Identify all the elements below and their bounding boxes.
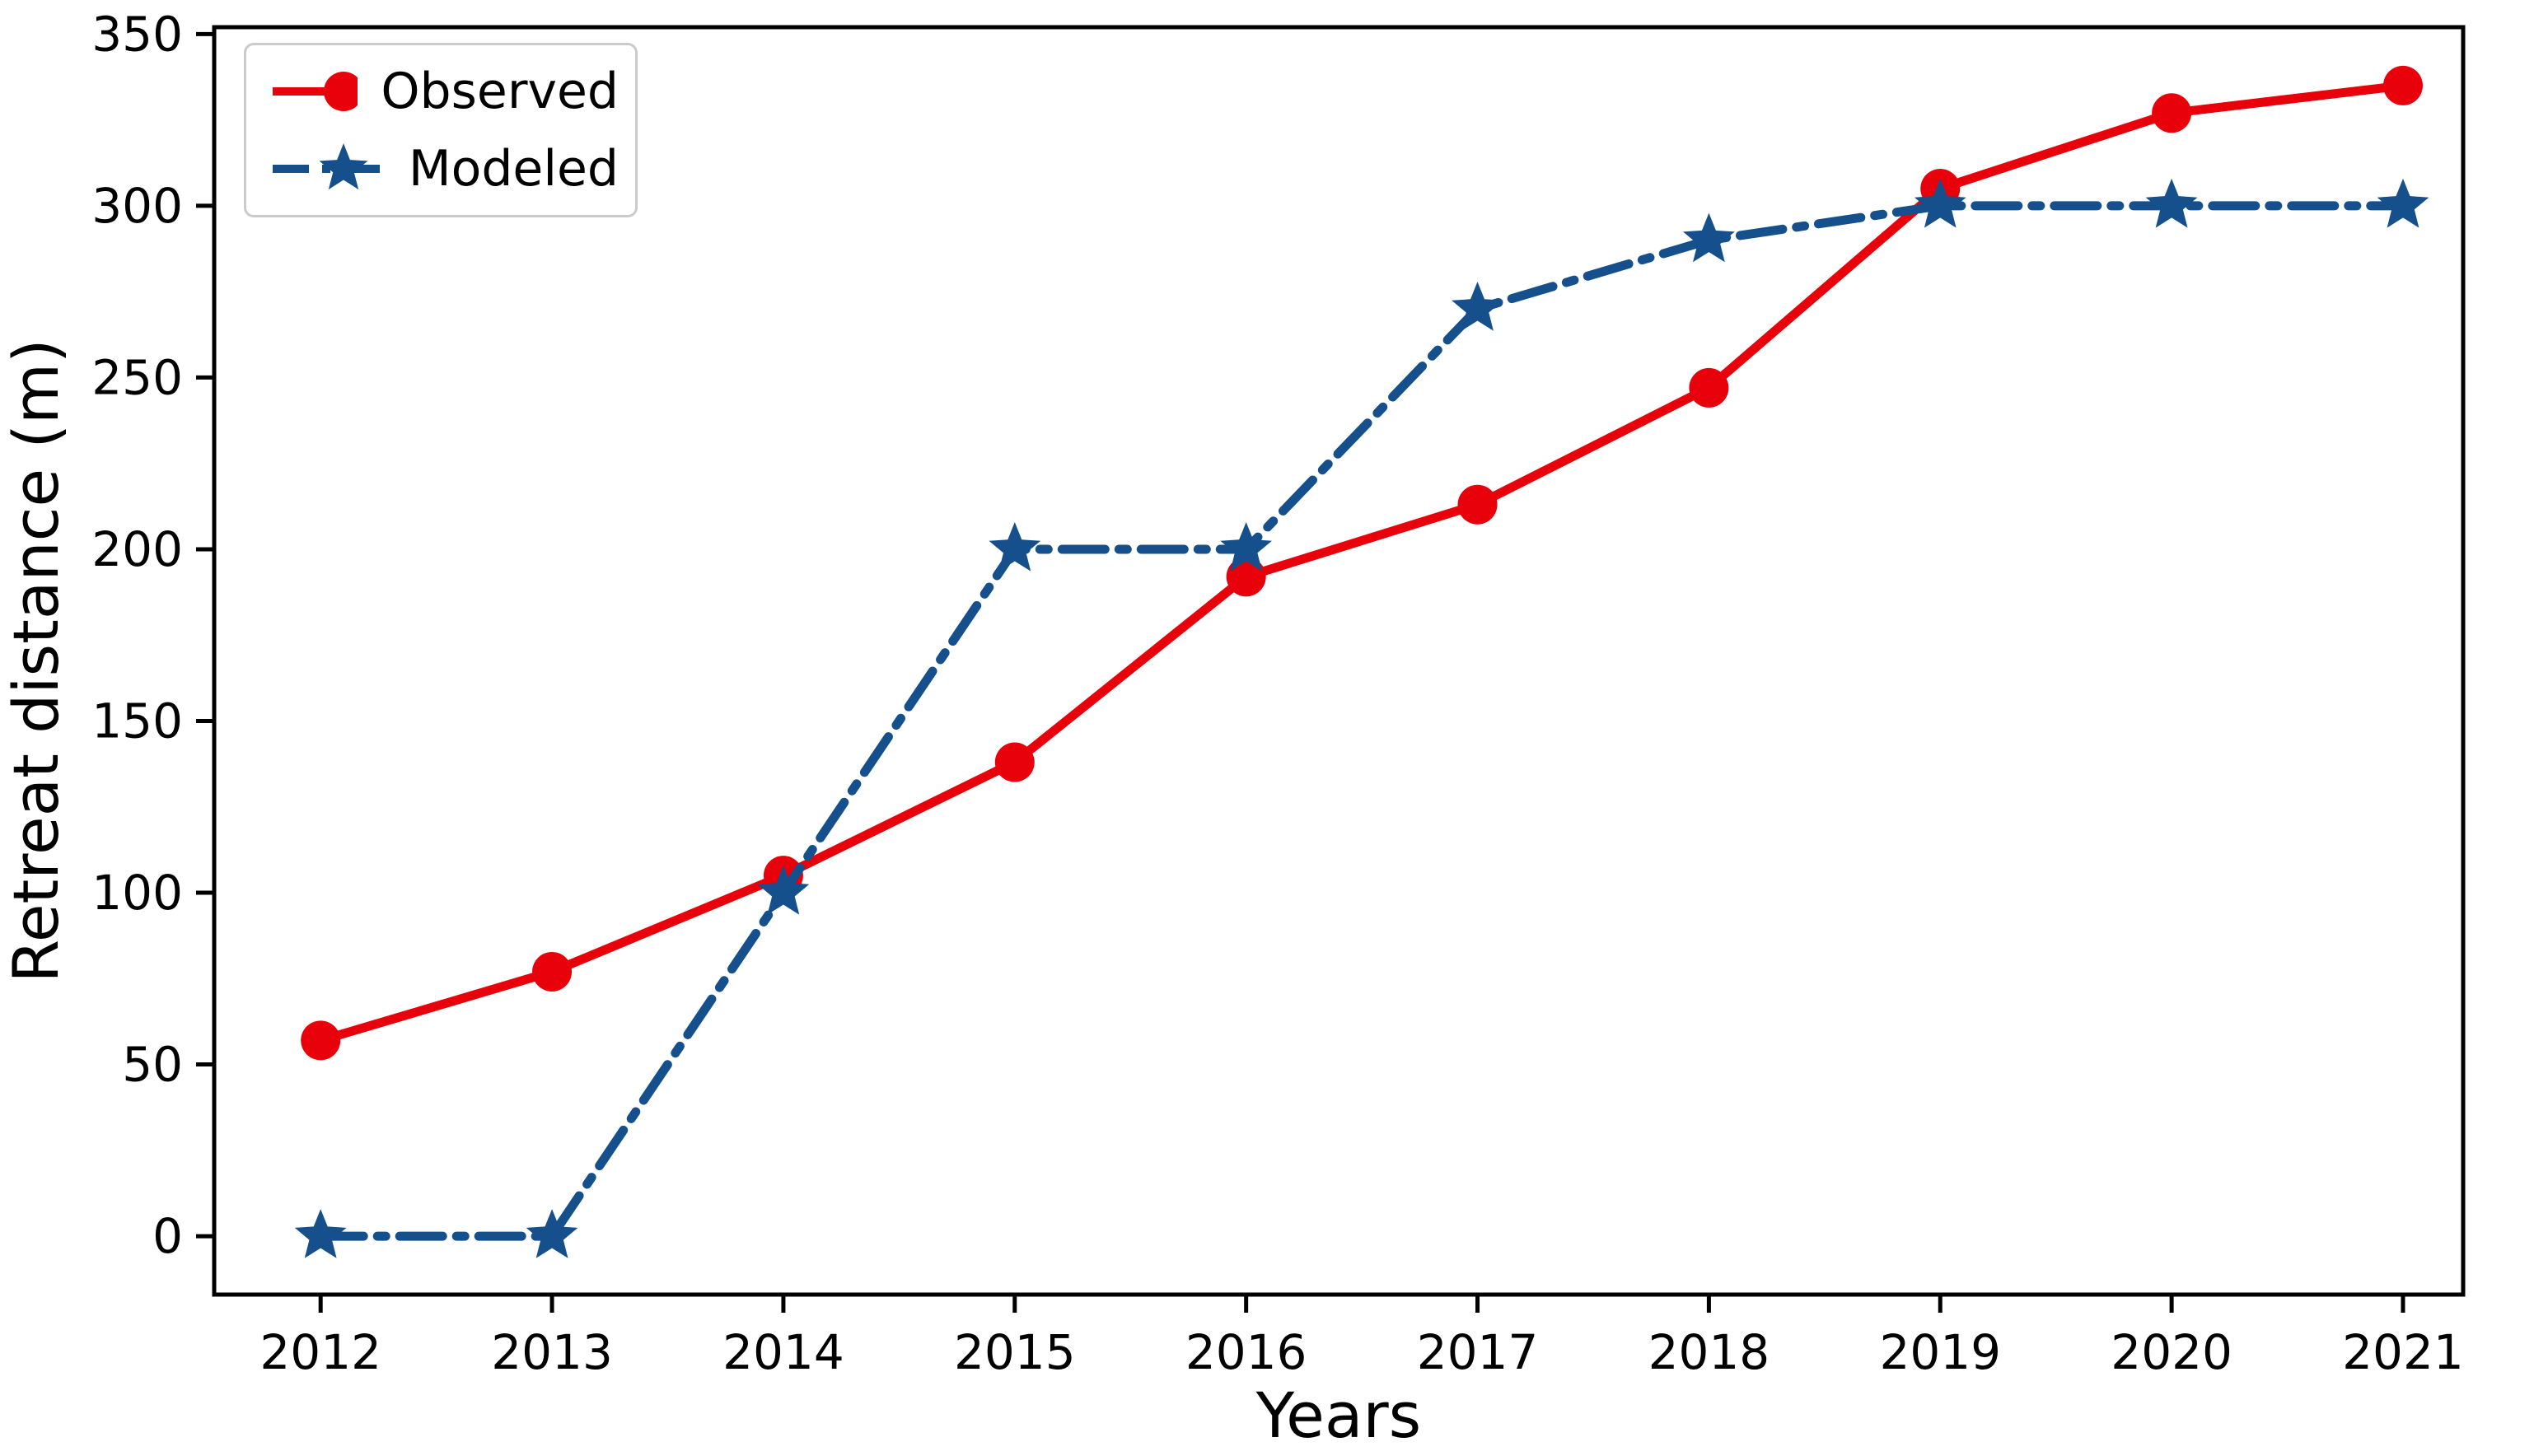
observed-marker-2021 xyxy=(2382,65,2423,105)
legend-sample-observed xyxy=(273,72,358,111)
modeled-marker-2015 xyxy=(989,522,1041,572)
observed-marker-2020 xyxy=(2152,93,2192,133)
modeled-marker-2020 xyxy=(2145,178,2198,228)
observed-marker-2012 xyxy=(301,1020,341,1061)
legend-item-modeled: Modeled xyxy=(268,134,619,203)
legend-modeled-star-marker-icon xyxy=(319,143,368,190)
legend-label-modeled: Modeled xyxy=(408,140,619,198)
x-tick-label-2020: 2020 xyxy=(2111,1324,2232,1380)
x-tick-label-2015: 2015 xyxy=(954,1324,1076,1380)
y-tick-label-350: 350 xyxy=(91,6,183,62)
x-tick-label-2012: 2012 xyxy=(259,1324,381,1380)
x-axis-label: Years xyxy=(1255,1379,1422,1452)
x-tick-label-2016: 2016 xyxy=(1185,1324,1307,1380)
modeled-marker-2017 xyxy=(1452,282,1503,331)
modeled-marker-2012 xyxy=(294,1209,347,1258)
observed-marker-2017 xyxy=(1457,484,1498,525)
modeled-marker-2016 xyxy=(1220,522,1272,572)
x-tick-label-2017: 2017 xyxy=(1417,1324,1539,1380)
modeled-marker-2018 xyxy=(1683,212,1735,263)
y-tick-label-250: 250 xyxy=(91,349,183,405)
observed-marker-2018 xyxy=(1689,367,1729,408)
x-tick-label-2021: 2021 xyxy=(2342,1324,2464,1380)
x-tick-label-2019: 2019 xyxy=(1879,1324,2001,1380)
legend-item-observed: Observed xyxy=(268,57,619,126)
y-axis-label: Retreat distance (m) xyxy=(0,338,72,982)
axes-spines xyxy=(212,25,2466,1297)
modeled-series-line xyxy=(316,201,2408,1241)
x-tick-label-2014: 2014 xyxy=(722,1324,844,1380)
observed-series-line xyxy=(316,81,2408,1045)
legend: Observed Modeled xyxy=(244,43,638,217)
y-tick-label-150: 150 xyxy=(91,693,183,749)
modeled-marker-2019 xyxy=(1914,178,1966,228)
observed-marker-2015 xyxy=(994,742,1035,782)
y-tick-label-200: 200 xyxy=(91,521,183,577)
x-tick-label-2013: 2013 xyxy=(491,1324,613,1380)
y-tick-label-100: 100 xyxy=(91,865,183,921)
legend-label-observed: Observed xyxy=(381,63,619,120)
legend-observed-circle-marker-icon xyxy=(324,72,358,111)
observed-marker-2013 xyxy=(532,951,573,992)
y-tick-label-300: 300 xyxy=(91,178,183,234)
legend-sample-modeled xyxy=(273,143,386,190)
y-tick-label-50: 50 xyxy=(122,1037,183,1093)
modeled-marker-2014 xyxy=(757,866,810,915)
modeled-marker-2013 xyxy=(526,1209,578,1258)
x-tick-label-2018: 2018 xyxy=(1648,1324,1770,1380)
y-tick-label-0: 0 xyxy=(152,1208,183,1264)
modeled-marker-2021 xyxy=(2377,178,2429,228)
